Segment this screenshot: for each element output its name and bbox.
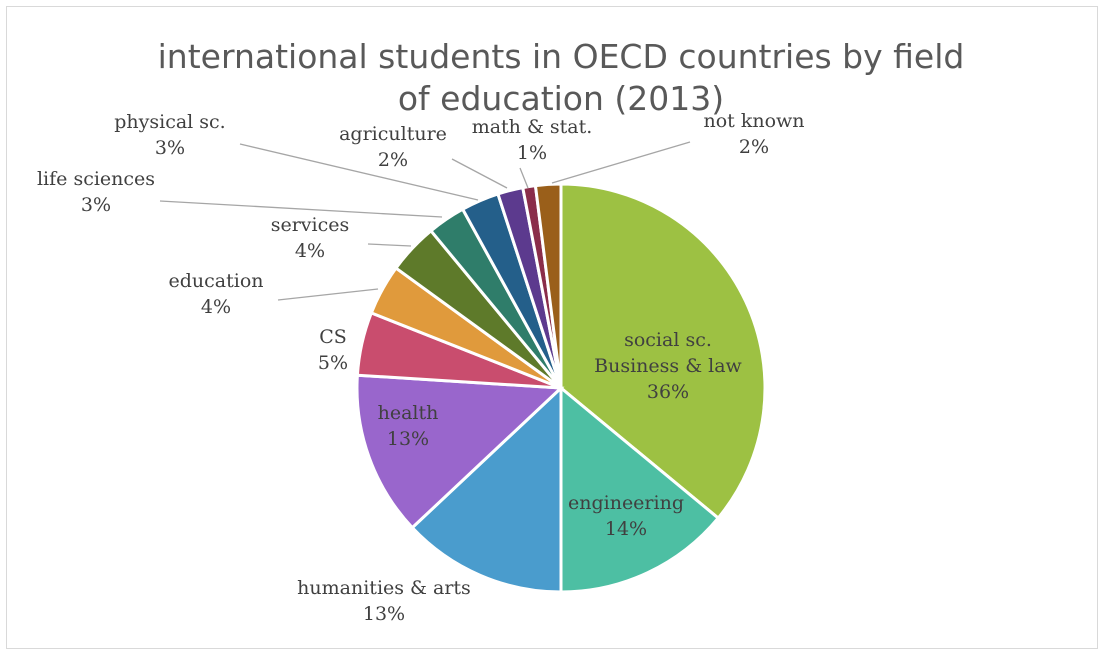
data-label: not known 2%: [703, 110, 804, 158]
leader-line: [159, 200, 443, 218]
data-label: health 13%: [378, 402, 439, 450]
data-label: math & stat. 1%: [472, 116, 593, 164]
chart-title-line-2: of education (2013): [398, 79, 724, 118]
pie-slice-social-sc-business-law: [559, 182, 767, 521]
chart-title-line-1: international students in OECD countries…: [158, 37, 965, 76]
pie-slice-health: [355, 373, 565, 530]
leader-line: [551, 141, 691, 184]
leader-line: [277, 288, 379, 301]
data-label: education 4%: [169, 270, 264, 318]
pie-slice-not-known: [533, 182, 563, 389]
pie-slice-humanities-arts: [410, 384, 563, 594]
leader-line: [239, 143, 479, 201]
pie-slice-engineering: [559, 384, 721, 594]
data-label: humanities & arts 13%: [297, 577, 471, 625]
leader-line: [451, 158, 508, 189]
data-label: life sciences 3%: [37, 168, 155, 216]
data-label: engineering 14%: [568, 492, 684, 540]
data-label: agriculture 2%: [339, 123, 447, 171]
data-label: physical sc. 3%: [114, 111, 225, 159]
data-label: CS 5%: [318, 326, 348, 374]
leader-line: [367, 243, 412, 247]
data-label: social sc. Business & law 36%: [594, 329, 742, 403]
leader-line: [519, 167, 529, 189]
data-label: services 4%: [271, 214, 350, 262]
